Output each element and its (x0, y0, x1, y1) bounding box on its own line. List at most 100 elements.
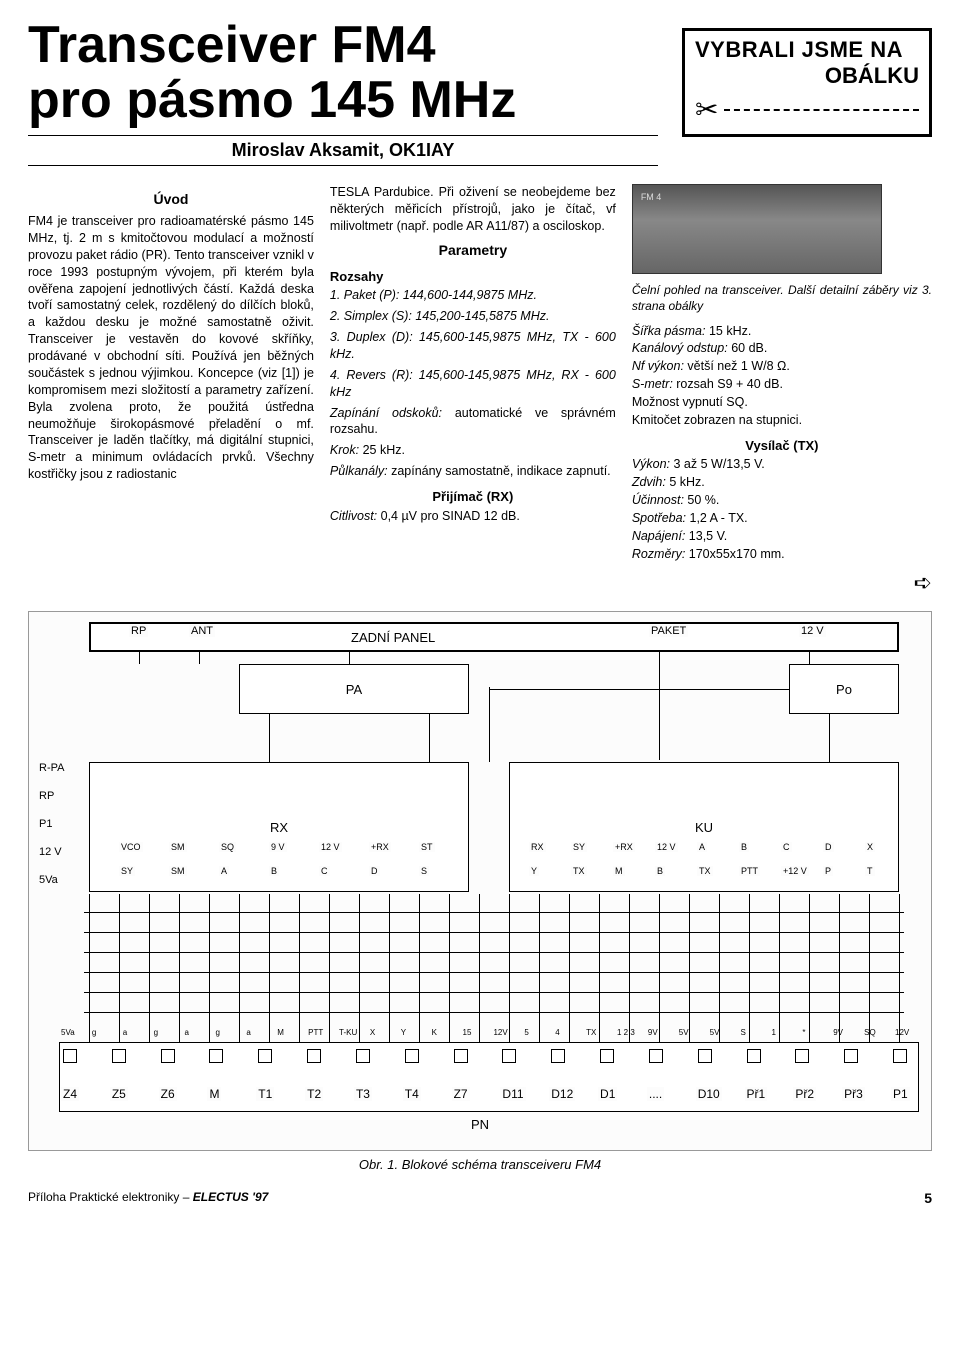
spec-line: Možnost vypnutí SQ. (632, 394, 932, 411)
tx-specs: Výkon: 3 až 5 W/13,5 V.Zdvih: 5 kHz.Účin… (632, 456, 932, 562)
spec-value: 1,2 A - TX. (690, 511, 748, 525)
bottom-module-label: T2 (305, 1087, 323, 1101)
wire (329, 894, 330, 1042)
pin-label: SQ (219, 842, 236, 852)
bottom-module-label: D10 (696, 1087, 722, 1101)
bus-pin-label: g (152, 1028, 160, 1037)
krok-val: 25 kHz. (363, 443, 405, 457)
pin-label: TX (571, 866, 587, 876)
spec-line: Účinnost: 50 %. (632, 492, 932, 509)
connector (209, 1049, 223, 1063)
bus-pin-label: 1 2 3 (615, 1028, 637, 1037)
wire (539, 894, 540, 1042)
bottom-module-label: Z6 (159, 1087, 177, 1101)
rx-citl-label: Citlivost: (330, 509, 377, 523)
connector (307, 1049, 321, 1063)
column-1: Úvod FM4 je transceiver pro radioamatérs… (28, 184, 314, 597)
pin-label: ANT (189, 625, 215, 637)
wire (84, 932, 904, 933)
range-3: 3. Duplex (D): 145,600-145,9875 MHz, TX … (330, 329, 616, 363)
pin-label: R-PA (37, 762, 66, 774)
pin-label: SM (169, 842, 187, 852)
spec-line: Šířka pásma: 15 kHz. (632, 323, 932, 340)
bus-pin-label: K (430, 1028, 439, 1037)
bus-pin-label: g (213, 1028, 221, 1037)
page-footer: Příloha Praktické elektroniky – ELECTUS … (28, 1190, 932, 1206)
wire (779, 894, 780, 1042)
pin-label: P1 (37, 818, 54, 830)
connector (600, 1049, 614, 1063)
badge-line2: OBÁLKU (695, 63, 919, 89)
rx-heading: Přijímač (RX) (330, 488, 616, 506)
connector (454, 1049, 468, 1063)
spec-line: Rozměry: 170x55x170 mm. (632, 546, 932, 563)
pin-label: D (823, 842, 834, 852)
pin-label: A (697, 842, 707, 852)
bottom-module-label: D12 (549, 1087, 575, 1101)
tx-heading: Vysílač (TX) (632, 437, 932, 455)
connector (747, 1049, 761, 1063)
article-title: Transceiver FM4 pro pásmo 145 MHz (28, 18, 658, 127)
pn-block (59, 1042, 919, 1112)
wire (899, 894, 900, 1042)
pin-label: 12 V (319, 842, 342, 852)
bus-pin-label: a (121, 1028, 129, 1037)
connector (356, 1049, 370, 1063)
wire (389, 894, 390, 1042)
bus-pin-label: 9V (646, 1028, 660, 1037)
wire (239, 894, 240, 1042)
title-line1: Transceiver FM4 (28, 16, 436, 74)
wire (839, 894, 840, 1042)
connector (844, 1049, 858, 1063)
wire (199, 652, 200, 664)
spec-value: 50 %. (687, 493, 719, 507)
pul-val: zapínány samostatně, indikace zapnutí. (391, 464, 611, 478)
pin-label: SM (169, 866, 187, 876)
wire (179, 894, 180, 1042)
pin-label: RP (37, 790, 56, 802)
spec-value: 170x55x170 mm. (689, 547, 785, 561)
krok-label: Krok: (330, 443, 359, 457)
spec-value: Kmitočet zobrazen na stupnici. (632, 413, 802, 427)
bus-pin-label: M (275, 1028, 286, 1037)
params-heading: Parametry (330, 241, 616, 260)
bottom-module-label: P1 (891, 1087, 910, 1101)
device-photo (632, 184, 882, 274)
wire (569, 894, 570, 1042)
connector (893, 1049, 907, 1063)
spec-label: Kanálový odstup: (632, 341, 731, 355)
pin-label: X (865, 842, 875, 852)
bus-pin-label: g (90, 1028, 98, 1037)
spec-value: větší než 1 W/8 Ω. (687, 359, 789, 373)
pin-label: 12 V (655, 842, 678, 852)
pin-label: C (781, 842, 792, 852)
bus-pin-label: S (739, 1028, 748, 1037)
wire (489, 687, 490, 762)
bottom-module-label: D1 (598, 1087, 617, 1101)
pin-label: T (865, 866, 875, 876)
connector (698, 1049, 712, 1063)
pin-label: 12 V (799, 625, 826, 637)
bus-pin-label: * (800, 1028, 807, 1037)
page-number: 5 (924, 1190, 932, 1206)
column-2: TESLA Pardubice. Při oživení se neobejde… (330, 184, 616, 597)
wire (119, 894, 120, 1042)
title-line2: pro pásmo 145 MHz (28, 71, 516, 129)
pin-label: Y (529, 866, 539, 876)
spec-value: 13,5 V. (689, 529, 727, 543)
spec-value: 5 kHz. (669, 475, 704, 489)
wire (139, 652, 140, 664)
spec-label: Šířka pásma: (632, 324, 709, 338)
wire (479, 894, 480, 1042)
range-1: 1. Paket (P): 144,600-144,9875 MHz. (330, 287, 616, 304)
pin-label: SY (571, 842, 587, 852)
spec-line: Nf výkon: větší než 1 W/8 Ω. (632, 358, 932, 375)
spec-value: 3 až 5 W/13,5 V. (674, 457, 765, 471)
spec-line: Zdvih: 5 kHz. (632, 474, 932, 491)
intro-heading: Úvod (28, 190, 314, 209)
bus-pin-label: PTT (306, 1028, 325, 1037)
pin-label: 5Va (37, 874, 60, 886)
wire (659, 894, 660, 1042)
bus-pin-label: 1 (769, 1028, 777, 1037)
wire (599, 894, 600, 1042)
